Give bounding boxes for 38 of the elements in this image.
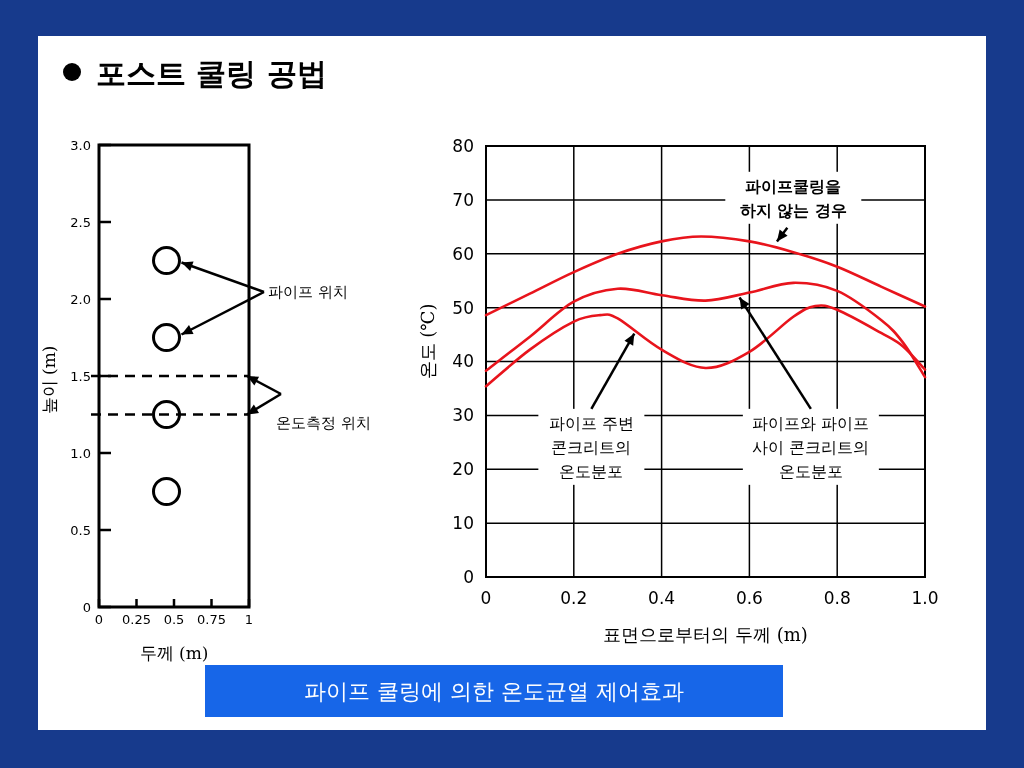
y-axis-title: 높이 (m) xyxy=(39,345,59,415)
y-tick-label: 3.0 xyxy=(70,137,91,153)
x-tick-label: 0.5 xyxy=(163,612,185,627)
y-tick-label: 0 xyxy=(463,566,474,587)
chart-title: 포스트 쿨링 공법 xyxy=(96,56,327,91)
x-tick-label: 0.75 xyxy=(197,612,226,627)
x-tick-label: 0.2 xyxy=(560,588,588,608)
x-tick-label: 1.0 xyxy=(911,588,939,608)
x-axis-title: 두께 (m) xyxy=(139,643,209,663)
y-tick-label: 80 xyxy=(452,135,474,156)
x-tick-label: 0 xyxy=(480,588,492,608)
x-tick-label: 1 xyxy=(244,612,254,627)
y-tick-label: 10 xyxy=(452,513,474,534)
text: 파이프 위치 xyxy=(268,283,348,301)
y-tick-label: 2.0 xyxy=(70,291,91,307)
y-axis-title: 온도 (℃) xyxy=(417,303,438,380)
x-tick-label: 0.6 xyxy=(735,588,763,608)
y-tick-label: 1.5 xyxy=(70,368,91,384)
y-tick-label: 50 xyxy=(452,297,474,318)
text: 파이프 쿨링에 의한 온도균열 제어효과 xyxy=(304,679,684,704)
text: 온도측정 위치 xyxy=(276,414,371,432)
annotation: 파이프와 파이프 사이 콘크리트의 온도분포 xyxy=(752,413,870,481)
x-tick-label: 0 xyxy=(94,612,104,627)
x-tick-label: 0.25 xyxy=(122,612,151,627)
y-tick-label: 70 xyxy=(452,189,474,210)
y-tick-label: 0.5 xyxy=(70,522,91,538)
x-axis-title: 표면으로부터의 두께 (m) xyxy=(603,624,808,645)
y-tick-label: 2.5 xyxy=(70,214,91,230)
annotation: 파이프쿨링을 하지 않는 경우 xyxy=(739,176,847,220)
line-series xyxy=(484,235,927,317)
x-tick-label: 0.4 xyxy=(648,588,676,608)
y-tick-label: 30 xyxy=(452,405,474,426)
x-tick-label: 0.8 xyxy=(823,588,851,608)
y-tick-label: 1.0 xyxy=(70,445,91,461)
annotation: 파이프 주변 콘크리트의 온도분포 xyxy=(548,413,634,481)
y-tick-label: 60 xyxy=(452,243,474,264)
y-tick-label: 40 xyxy=(452,351,474,372)
y-tick-label: 20 xyxy=(452,459,474,480)
